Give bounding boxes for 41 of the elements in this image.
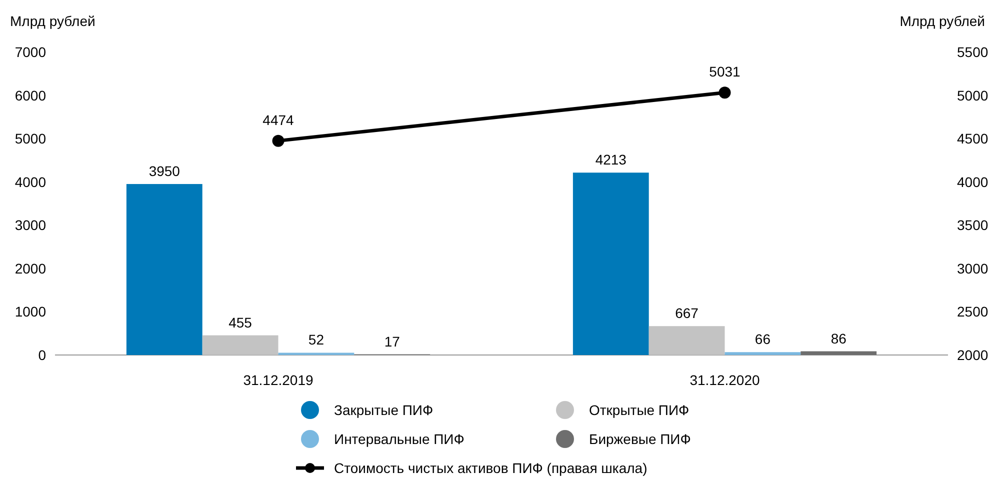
y-tick-label: 7000 bbox=[14, 44, 46, 60]
legend-label: Стоимость чистых активов ПИФ (правая шкала) bbox=[334, 460, 648, 476]
legend-label: Закрытые ПИФ bbox=[334, 402, 434, 418]
data-label: 17 bbox=[384, 333, 400, 350]
data-label: 455 bbox=[228, 314, 252, 330]
legend-label: Открытые ПИФ bbox=[589, 402, 690, 418]
legend-label: Интервальные ПИФ bbox=[334, 431, 464, 447]
y2-tick-label: 4500 bbox=[957, 130, 988, 147]
bar bbox=[724, 352, 801, 355]
y2-tick-label: 3000 bbox=[957, 260, 988, 276]
x-tick-label: 31.12.2019 bbox=[243, 372, 314, 388]
legend-label: Биржевые ПИФ bbox=[589, 431, 691, 447]
bar bbox=[572, 172, 649, 355]
bar bbox=[126, 184, 202, 355]
y-axis-title: Млрд рублей bbox=[10, 13, 96, 29]
y-tick-label: 5000 bbox=[14, 130, 46, 147]
x-tick-label: 31.12.2020 bbox=[690, 372, 760, 388]
data-label: 4213 bbox=[595, 152, 627, 168]
bar bbox=[648, 326, 725, 355]
y-tick-label: 2000 bbox=[14, 260, 46, 276]
y-tick-label: 1000 bbox=[14, 304, 46, 320]
data-label: 4474 bbox=[262, 112, 294, 128]
data-label: 3950 bbox=[148, 163, 180, 180]
y2-tick-label: 5500 bbox=[957, 44, 988, 60]
bar bbox=[202, 335, 278, 355]
y-tick-label: 0 bbox=[38, 347, 46, 363]
y2-tick-label: 5000 bbox=[957, 87, 988, 104]
data-label: 66 bbox=[754, 331, 771, 348]
y-tick-label: 3000 bbox=[14, 217, 46, 234]
data-label: 667 bbox=[675, 305, 699, 322]
y-tick-label: 4000 bbox=[14, 174, 46, 190]
data-label: 5031 bbox=[709, 64, 741, 80]
y2-axis-title: Млрд рублей bbox=[900, 13, 985, 29]
y2-tick-label: 2000 bbox=[957, 347, 988, 363]
bar bbox=[800, 351, 877, 355]
y2-tick-label: 2500 bbox=[957, 304, 988, 320]
data-label: 52 bbox=[308, 332, 324, 348]
y-tick-label: 6000 bbox=[14, 87, 46, 104]
y2-tick-label: 4000 bbox=[957, 174, 988, 190]
data-label: 86 bbox=[830, 330, 847, 346]
y2-tick-label: 3500 bbox=[957, 217, 988, 234]
